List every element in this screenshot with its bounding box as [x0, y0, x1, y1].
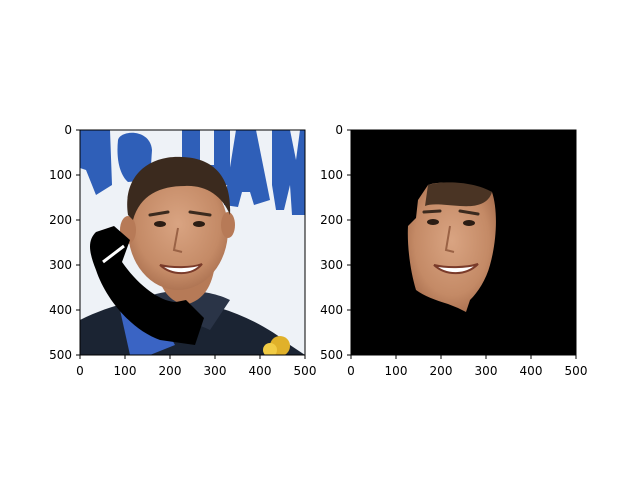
hair-shape [127, 156, 231, 220]
left-ytick-label: 100 [49, 168, 72, 182]
left-xtick-label: 100 [114, 364, 137, 378]
left-xtick-label: 300 [204, 364, 227, 378]
left-x-ticks: 0 100 200 300 400 500 [76, 355, 316, 378]
left-ytick-label: 300 [49, 258, 72, 272]
right-ytick-label: 400 [320, 303, 343, 317]
right-axes: 0 100 200 300 400 500 0 100 200 300 400 … [320, 123, 587, 378]
right-ytick-label: 500 [320, 348, 343, 362]
banner-graphic [80, 130, 305, 215]
right-xtick-label: 200 [430, 364, 453, 378]
right-xtick-label: 500 [565, 364, 588, 378]
left-ytick-label: 200 [49, 213, 72, 227]
right-xtick-label: 100 [385, 364, 408, 378]
left-xtick-label: 400 [249, 364, 272, 378]
left-xtick-label: 500 [294, 364, 317, 378]
right-image [351, 130, 576, 355]
left-ytick-label: 400 [49, 303, 72, 317]
occlusion-shape [90, 226, 204, 345]
right-y-ticks: 0 100 200 300 400 500 [320, 123, 351, 362]
right-ytick-label: 0 [335, 123, 343, 137]
right-x-ticks: 0 100 200 300 400 500 [347, 355, 587, 378]
right-ytick-label: 100 [320, 168, 343, 182]
right-xtick-label: 0 [347, 364, 355, 378]
right-ytick-label: 200 [320, 213, 343, 227]
right-xtick-label: 300 [475, 364, 498, 378]
left-axes: 0 100 200 300 400 500 0 100 200 300 400 … [49, 123, 316, 378]
right-ytick-label: 300 [320, 258, 343, 272]
left-y-ticks: 0 100 200 300 400 500 [49, 123, 80, 362]
masked-face [407, 182, 496, 312]
left-ytick-label: 500 [49, 348, 72, 362]
right-xtick-label: 400 [520, 364, 543, 378]
left-image [80, 130, 305, 355]
left-xtick-label: 0 [76, 364, 84, 378]
left-ytick-label: 0 [64, 123, 72, 137]
left-xtick-label: 200 [159, 364, 182, 378]
